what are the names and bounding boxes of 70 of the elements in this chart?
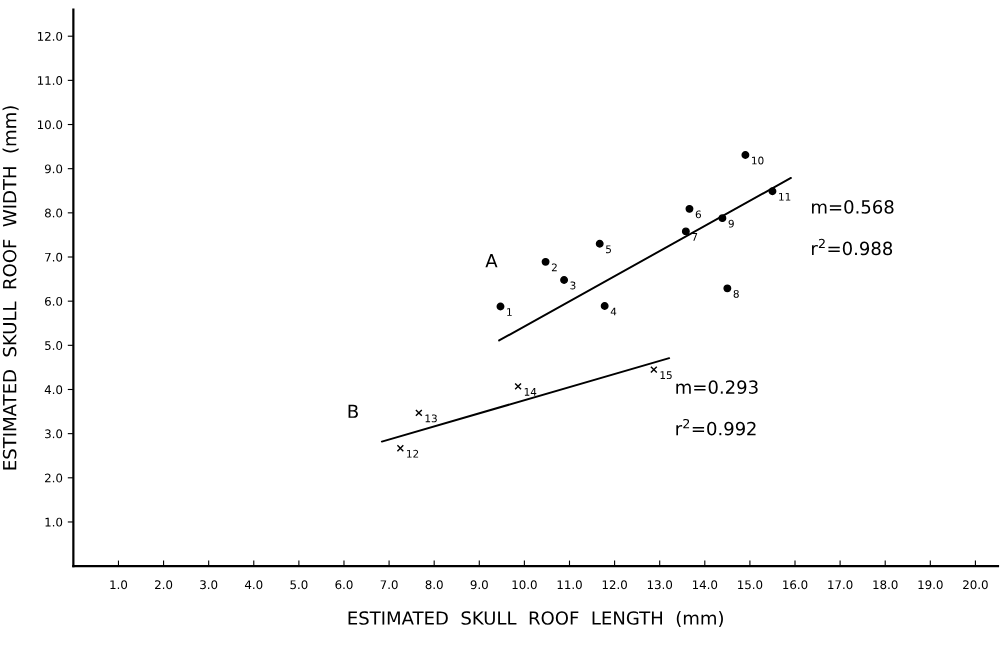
y-tick-label: 6.0 xyxy=(45,296,63,306)
annotation: 4 xyxy=(610,307,617,316)
annotation: 1 xyxy=(507,308,512,316)
annotation: m=0.568 xyxy=(812,200,894,214)
y-tick-label: 1.0 xyxy=(45,517,63,527)
point xyxy=(685,204,694,213)
point xyxy=(396,444,404,452)
x-tick-label: 8.0 xyxy=(425,580,443,590)
x-tick-label: 16.0 xyxy=(783,580,808,590)
y-tick-label: 8.0 xyxy=(44,208,63,218)
point xyxy=(723,284,732,293)
point xyxy=(681,227,690,236)
annotation: 5 xyxy=(606,245,611,254)
x-tick-label: 5.0 xyxy=(290,580,308,590)
x-tick-label: 19.0 xyxy=(918,580,943,590)
annotation: 6 xyxy=(695,210,701,219)
x-tick-label: 11.0 xyxy=(557,580,582,590)
y-axis-title: ESTIMATED SKULL ROOF WIDTH (mm) xyxy=(2,106,19,470)
x-tick-label: 4.0 xyxy=(244,580,263,590)
annotation: r$^{2}$=0.992 xyxy=(676,418,756,436)
y-tick-label: 3.0 xyxy=(45,429,63,439)
point xyxy=(741,151,750,159)
x-tick-label: 9.0 xyxy=(470,580,488,590)
annotation: 2 xyxy=(551,263,557,272)
x-tick-label: 6.0 xyxy=(335,580,353,590)
point xyxy=(496,302,505,311)
x-tick-label: 1.0 xyxy=(110,580,128,590)
x-tick-label: 12.0 xyxy=(602,580,627,590)
y-tick-label: 5.0 xyxy=(45,341,63,350)
x-tick-label: 13.0 xyxy=(647,580,673,590)
y-tick-label: 9.0 xyxy=(44,164,63,174)
annotation: r$^{2}$=0.988 xyxy=(812,238,893,256)
y-tick-label: 4.0 xyxy=(44,385,63,395)
x-tick-label: 2.0 xyxy=(155,580,173,590)
point xyxy=(600,302,609,310)
annotation: m=0.293 xyxy=(676,380,758,394)
y-tick-label: 7.0 xyxy=(45,252,63,262)
series-label: A xyxy=(485,254,498,268)
point xyxy=(718,214,727,223)
annotation: 13 xyxy=(425,414,437,423)
x-tick-label: 10.0 xyxy=(512,580,537,590)
point xyxy=(768,187,777,196)
annotation: 12 xyxy=(407,449,419,458)
x-tick-label: 14.0 xyxy=(692,580,718,590)
point xyxy=(595,239,604,248)
point xyxy=(514,382,522,391)
x-tick-label: 18.0 xyxy=(873,580,898,590)
annotation: 8 xyxy=(733,289,739,298)
y-tick-label: 12.0 xyxy=(37,31,63,41)
point xyxy=(650,365,658,374)
annotation: 7 xyxy=(692,233,698,241)
annotation: 10 xyxy=(752,156,764,165)
x-tick-label: 7.0 xyxy=(380,580,398,590)
text: B xyxy=(348,404,358,418)
x-axis-title: ESTIMATED SKULL ROOF LENGTH (mm) xyxy=(348,610,723,627)
point xyxy=(541,257,550,266)
annotation: 11 xyxy=(779,192,791,201)
y-tick-label: 10.0 xyxy=(37,120,63,130)
annotation: 3 xyxy=(570,281,576,290)
point xyxy=(415,409,423,417)
annotation: 9 xyxy=(728,219,734,228)
x-tick-label: 17.0 xyxy=(828,580,853,590)
x-tick-label: 3.0 xyxy=(200,580,218,590)
x-tick-label: 15.0 xyxy=(738,580,763,590)
y-tick-label: 11.0 xyxy=(37,76,63,86)
y-tick-label: 2.0 xyxy=(45,473,63,483)
x-tick-label: 20.0 xyxy=(963,580,988,590)
annotation: 15 xyxy=(660,371,672,380)
annotation: 14 xyxy=(524,388,537,396)
point xyxy=(560,276,569,284)
